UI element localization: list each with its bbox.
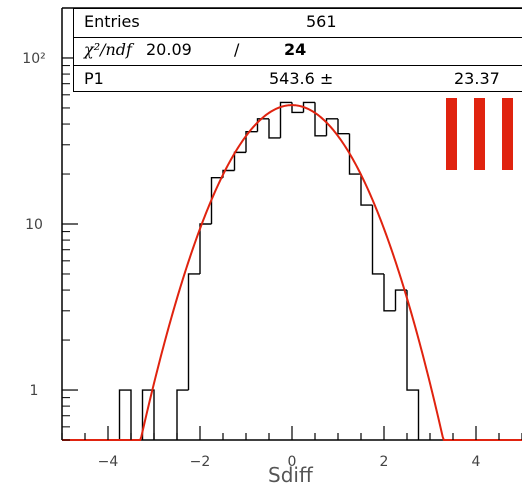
chi2-value: 20.09	[146, 40, 192, 59]
histogram-bin	[141, 389, 155, 440]
histogram-bin	[210, 177, 223, 224]
histogram-bin	[279, 101, 292, 138]
stats-row-chi2: χ²/ndf 20.09 / 24	[74, 37, 522, 65]
histogram-bin	[325, 118, 338, 136]
histogram-bars	[118, 101, 420, 440]
histogram-bin	[256, 118, 269, 132]
entries-value: 561	[306, 12, 337, 31]
y-tick-label: 10	[25, 217, 43, 233]
histogram-bin	[383, 273, 396, 312]
ndf-value: 24	[284, 40, 307, 59]
histogram-bin	[394, 289, 407, 311]
stats-row-entries: Entries 561	[74, 9, 522, 38]
histogram-bin	[406, 290, 420, 440]
fit-curve	[62, 104, 522, 441]
histogram-bin	[176, 389, 189, 440]
chi2-label: χ²/ndf	[84, 40, 132, 59]
histogram-bin	[199, 223, 212, 274]
histogram-bin	[302, 101, 315, 113]
histogram-bin	[187, 273, 200, 391]
histogram-bin	[360, 174, 373, 206]
entries-label: Entries	[84, 12, 140, 31]
stats-box: Entries 561 χ²/ndf 20.09 / 24 P1 543.6 ±…	[73, 8, 522, 92]
x-tick-label: 0	[288, 454, 297, 470]
x-tick-label: 4	[472, 454, 481, 470]
histogram-bin	[371, 205, 384, 275]
p1-label: P1	[84, 69, 104, 88]
x-tick-label: −4	[98, 454, 119, 470]
red-marker-1	[446, 98, 457, 170]
p1-value: 543.6 ±	[269, 69, 334, 88]
chi2-separator: /	[234, 40, 240, 59]
y-tick-label: 1	[30, 383, 39, 399]
histogram-bin	[314, 102, 327, 137]
x-tick-label: −2	[190, 454, 211, 470]
p1-error: 23.37	[454, 69, 500, 88]
stats-row-p1: P1 543.6 ± 23.37	[74, 65, 522, 94]
histogram-bin	[245, 130, 258, 153]
gaussian-fit-line	[62, 104, 522, 441]
red-marker-3	[502, 98, 513, 170]
x-axis-title: Sdiff	[268, 463, 313, 487]
histogram-bin	[348, 133, 361, 175]
histogram-bin	[233, 151, 246, 171]
histogram-bin	[268, 118, 281, 139]
histogram-bin	[118, 389, 132, 440]
histogram-bin	[337, 118, 350, 135]
y-tick-label: 10²	[22, 51, 45, 67]
x-tick-label: 2	[380, 454, 389, 470]
red-marker-2	[474, 98, 485, 170]
